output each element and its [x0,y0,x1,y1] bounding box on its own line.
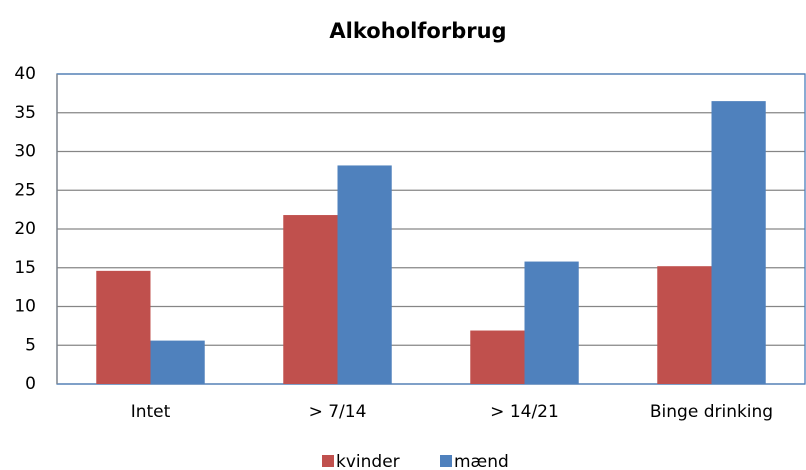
y-tick-label: 5 [25,335,36,355]
bar [711,101,766,384]
legend-label: kvinder [336,452,400,470]
y-tick-label: 20 [14,219,36,239]
y-tick-label: 40 [14,64,36,84]
y-tick-label: 0 [25,374,36,394]
legend-label: mænd [454,452,509,470]
y-tick-label: 30 [14,142,36,162]
y-tick-label: 25 [14,180,36,200]
bar [470,330,525,384]
bar [524,261,579,384]
x-tick-label: > 14/21 [490,402,559,422]
chart-title: Alkoholforbrug [329,19,506,43]
y-tick-label: 15 [14,258,36,278]
legend-swatch [440,455,452,467]
x-tick-label: Intet [131,402,171,422]
bar [657,266,712,384]
x-tick-label: Binge drinking [650,402,773,422]
bar [96,270,151,384]
bar [283,215,338,384]
legend-swatch [322,455,334,467]
y-tick-label: 35 [14,103,36,123]
y-tick-label: 10 [14,297,36,317]
x-tick-label: > 7/14 [309,402,367,422]
bar [337,165,392,384]
bar [150,340,205,384]
